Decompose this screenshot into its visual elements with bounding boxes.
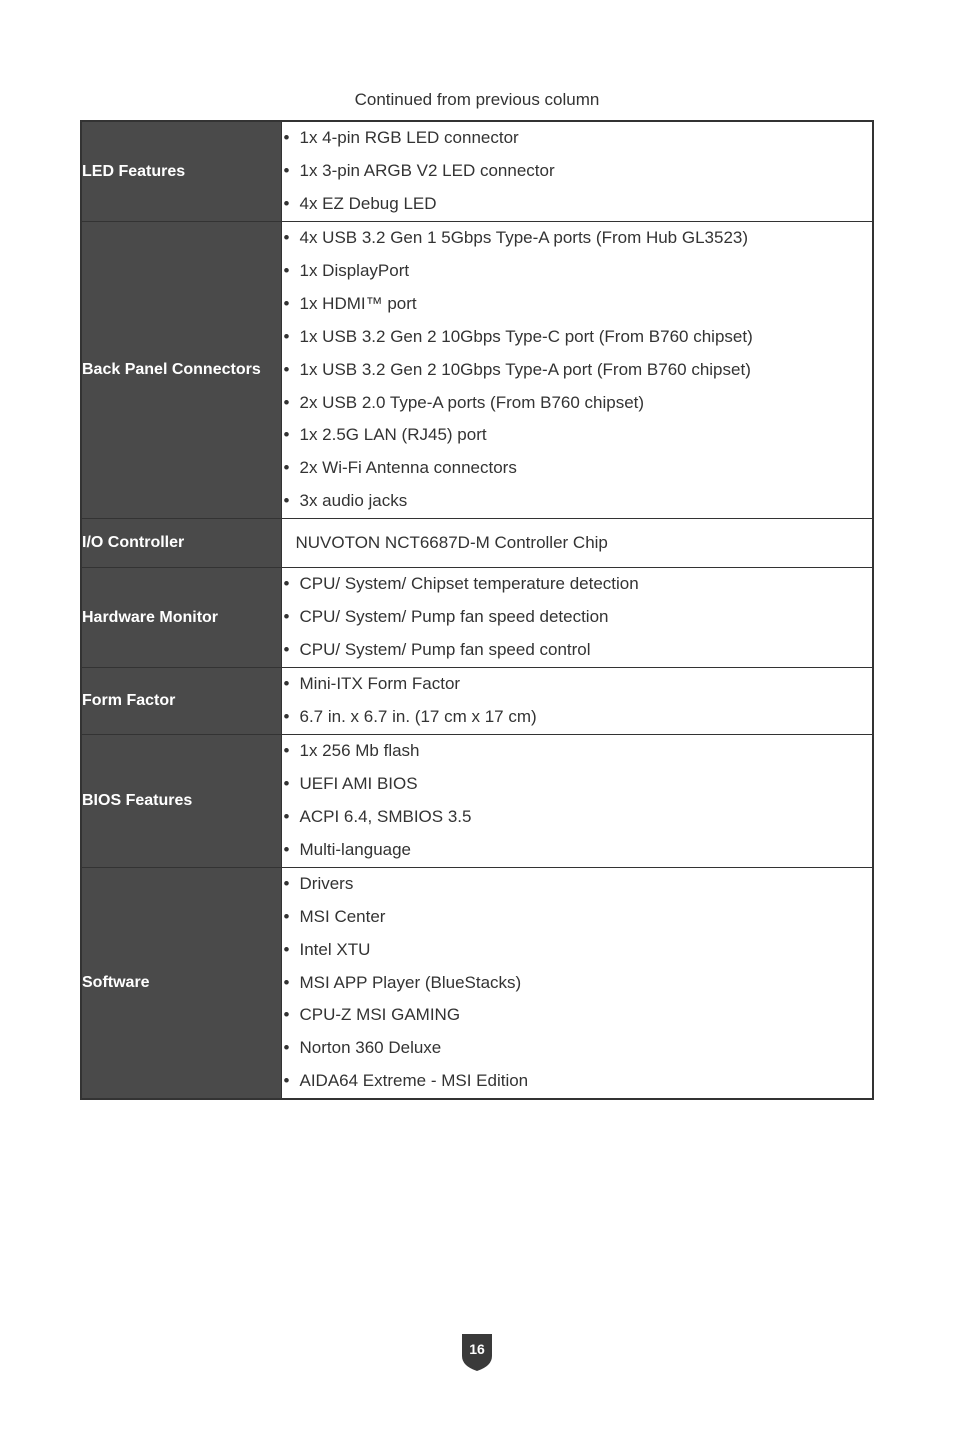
list-item: CPU-Z MSI GAMING — [282, 999, 873, 1032]
bullet-list: Mini-ITX Form Factor6.7 in. x 6.7 in. (1… — [282, 668, 873, 734]
list-item: 1x 256 Mb flash — [282, 735, 873, 768]
row-content: 4x USB 3.2 Gen 1 5Gbps Type-A ports (Fro… — [281, 221, 873, 518]
page-number-badge: 16 — [460, 1332, 494, 1372]
continued-caption: Continued from previous column — [80, 90, 874, 110]
list-item: 2x USB 2.0 Type-A ports (From B760 chips… — [282, 387, 873, 420]
list-item: 1x 2.5G LAN (RJ45) port — [282, 419, 873, 452]
list-item: 1x HDMI™ port — [282, 288, 873, 321]
row-label: Hardware Monitor — [81, 568, 281, 668]
row-content: CPU/ System/ Chipset temperature detecti… — [281, 568, 873, 668]
row-content: Mini-ITX Form Factor6.7 in. x 6.7 in. (1… — [281, 668, 873, 735]
bullet-list: 4x USB 3.2 Gen 1 5Gbps Type-A ports (Fro… — [282, 222, 873, 518]
row-content: DriversMSI CenterIntel XTUMSI APP Player… — [281, 867, 873, 1099]
table-row: Back Panel Connectors4x USB 3.2 Gen 1 5G… — [81, 221, 873, 518]
row-content: 1x 256 Mb flashUEFI AMI BIOSACPI 6.4, SM… — [281, 734, 873, 867]
list-item: 1x USB 3.2 Gen 2 10Gbps Type-A port (Fro… — [282, 354, 873, 387]
row-label: Form Factor — [81, 668, 281, 735]
table-row: Hardware MonitorCPU/ System/ Chipset tem… — [81, 568, 873, 668]
list-item: 3x audio jacks — [282, 485, 873, 518]
list-item: CPU/ System/ Pump fan speed control — [282, 634, 873, 667]
list-item: Norton 360 Deluxe — [282, 1032, 873, 1065]
list-item: CPU/ System/ Pump fan speed detection — [282, 601, 873, 634]
list-item: 1x 4-pin RGB LED connector — [282, 122, 873, 155]
page-container: Continued from previous column LED Featu… — [0, 0, 954, 1100]
row-content: 1x 4-pin RGB LED connector1x 3-pin ARGB … — [281, 121, 873, 221]
bullet-list: 1x 256 Mb flashUEFI AMI BIOSACPI 6.4, SM… — [282, 735, 873, 867]
list-item: 4x USB 3.2 Gen 1 5Gbps Type-A ports (Fro… — [282, 222, 873, 255]
list-item: Mini-ITX Form Factor — [282, 668, 873, 701]
list-item: CPU/ System/ Chipset temperature detecti… — [282, 568, 873, 601]
row-label: I/O Controller — [81, 519, 281, 568]
table-row: Form FactorMini-ITX Form Factor6.7 in. x… — [81, 668, 873, 735]
list-item: Drivers — [282, 868, 873, 901]
list-item: 2x Wi-Fi Antenna connectors — [282, 452, 873, 485]
list-item: 4x EZ Debug LED — [282, 188, 873, 221]
bullet-list: CPU/ System/ Chipset temperature detecti… — [282, 568, 873, 667]
list-item: 1x 3-pin ARGB V2 LED connector — [282, 155, 873, 188]
table-row: LED Features1x 4-pin RGB LED connector1x… — [81, 121, 873, 221]
bullet-list: 1x 4-pin RGB LED connector1x 3-pin ARGB … — [282, 122, 873, 221]
list-item: 6.7 in. x 6.7 in. (17 cm x 17 cm) — [282, 701, 873, 734]
page-number: 16 — [460, 1341, 494, 1357]
list-item: Intel XTU — [282, 934, 873, 967]
row-label: BIOS Features — [81, 734, 281, 867]
table-row: SoftwareDriversMSI CenterIntel XTUMSI AP… — [81, 867, 873, 1099]
list-item: MSI Center — [282, 901, 873, 934]
list-item: ACPI 6.4, SMBIOS 3.5 — [282, 801, 873, 834]
list-item: UEFI AMI BIOS — [282, 768, 873, 801]
spec-table: LED Features1x 4-pin RGB LED connector1x… — [80, 120, 874, 1100]
row-content: NUVOTON NCT6687D-M Controller Chip — [281, 519, 873, 568]
table-row: BIOS Features1x 256 Mb flashUEFI AMI BIO… — [81, 734, 873, 867]
bullet-list: DriversMSI CenterIntel XTUMSI APP Player… — [282, 868, 873, 1099]
table-row: I/O ControllerNUVOTON NCT6687D-M Control… — [81, 519, 873, 568]
list-item: Multi-language — [282, 834, 873, 867]
list-item: MSI APP Player (BlueStacks) — [282, 967, 873, 1000]
list-item: AIDA64 Extreme - MSI Edition — [282, 1065, 873, 1098]
list-item: 1x DisplayPort — [282, 255, 873, 288]
row-label: Back Panel Connectors — [81, 221, 281, 518]
list-item: 1x USB 3.2 Gen 2 10Gbps Type-C port (Fro… — [282, 321, 873, 354]
row-label: Software — [81, 867, 281, 1099]
row-label: LED Features — [81, 121, 281, 221]
